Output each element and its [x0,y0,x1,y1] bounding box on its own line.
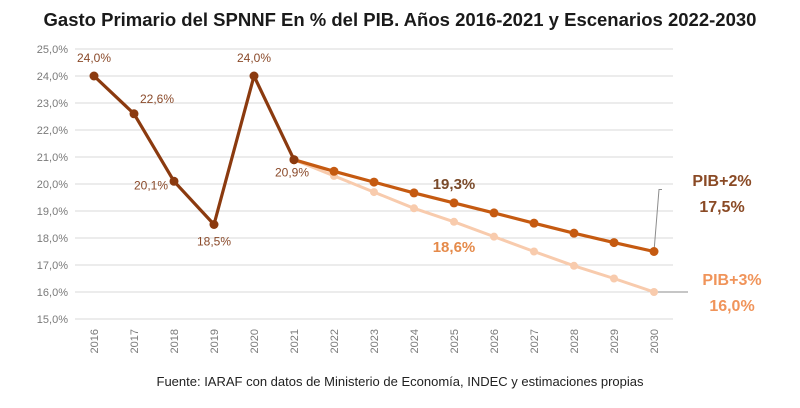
x-tick-label: 2021 [289,329,301,353]
data-point [650,288,658,296]
y-tick-label: 15,0% [37,314,68,326]
x-tick-label: 2024 [409,329,421,353]
series-line-0 [92,74,296,227]
x-tick-label: 2028 [569,329,581,353]
data-label: 18,5% [197,235,231,249]
series-line-1 [292,158,656,254]
data-point [450,217,458,226]
data-point [529,218,539,228]
x-tick-label: 2025 [449,329,461,353]
data-point [569,228,579,238]
gridlines [75,48,673,320]
data-label: 22,6% [140,92,174,106]
chart-title: Gasto Primario del SPNNF En % del PIB. A… [43,9,757,30]
data-point [610,274,618,283]
data-label-pib2-2025: 19,3% [433,176,476,193]
data-point [129,109,139,119]
data-point [449,198,459,208]
data-point [649,247,659,256]
x-tick-label: 2026 [489,329,501,353]
y-axis-ticks: 25,0% 24,0% 23,0% 22,0% 21,0% 20,0% 19,0% 18,0%… [37,44,68,326]
x-tick-label: 2018 [169,329,181,353]
source-note: Fuente: IARAF con datos de Ministerio de… [156,374,644,389]
y-tick-label: 18,0% [37,233,68,245]
y-tick-label: 16,0% [37,287,68,299]
y-tick-label: 23,0% [37,98,68,110]
end-label-pib3-name: PIB+3% [702,272,761,289]
data-point [370,188,378,197]
y-tick-label: 17,0% [37,260,68,272]
y-tick-label: 22,0% [37,125,68,137]
data-label: 20,1% [134,178,168,192]
data-point [209,220,219,229]
data-point [530,247,538,256]
data-point [329,166,339,176]
data-point [490,232,498,241]
data-point [609,238,619,248]
data-point [410,204,418,213]
series [89,71,659,296]
y-tick-label: 25,0% [37,44,68,56]
data-point [369,177,379,187]
data-label: 24,0% [237,51,271,65]
y-tick-label: 19,0% [37,206,68,218]
data-point [89,71,99,81]
leader-line-pib2 [653,189,662,252]
series-line-2 [292,158,656,294]
data-point [409,188,419,198]
data-point [169,176,179,186]
x-tick-label: 2023 [369,329,381,353]
x-tick-label: 2019 [209,329,221,353]
data-labels: 24,0% 22,6% 20,1% 18,5% 24,0% 20,9% 19,3% 18,6%… [77,51,762,315]
end-label-pib3-value: 16,0% [709,298,754,315]
x-axis-ticks: 2016 2017 2018 2019 2020 2021 2022 2023 2024 2025… [89,329,661,353]
x-tick-label: 2017 [129,329,141,353]
x-tick-label: 2022 [329,329,341,353]
x-tick-label: 2020 [249,329,261,353]
x-tick-label: 2016 [89,329,101,353]
data-point [289,155,299,165]
end-label-pib2-value: 17,5% [699,199,744,216]
data-label: 20,9% [275,166,309,180]
data-point [489,208,499,218]
x-tick-label: 2029 [609,329,621,353]
y-tick-label: 20,0% [37,179,68,191]
data-point [570,261,578,270]
data-label: 24,0% [77,51,111,65]
x-tick-label: 2027 [529,329,541,353]
y-tick-label: 24,0% [37,71,68,83]
leader-lines [653,189,688,293]
x-tick-label: 2030 [649,329,661,353]
data-label-pib3-2025: 18,6% [433,239,476,256]
y-tick-label: 21,0% [37,152,68,164]
end-label-pib2-name: PIB+2% [692,173,751,190]
data-point [249,71,259,81]
